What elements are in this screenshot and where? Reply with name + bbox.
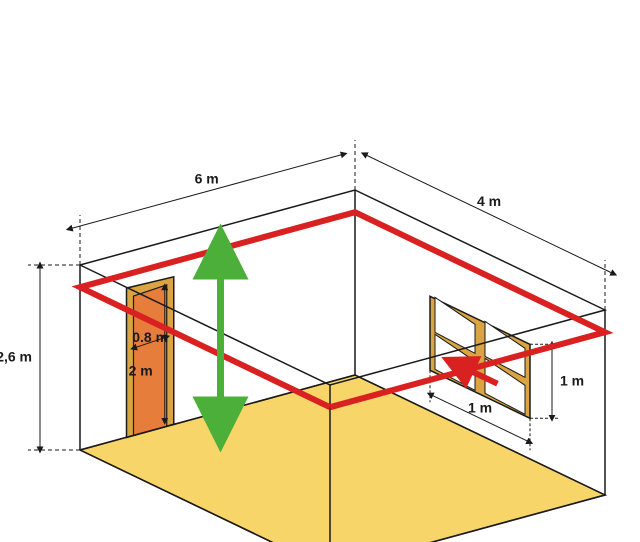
door-panel — [134, 285, 167, 436]
height-label: 2,6 m — [0, 349, 32, 365]
window-height-label: 1 m — [560, 372, 584, 388]
door-height-label: 2 m — [129, 362, 153, 378]
width-label: 4 m — [477, 193, 501, 209]
window-width-label: 1 m — [468, 399, 492, 415]
length-label: 6 m — [195, 171, 219, 187]
room-diagram: 0.8 m 2 m 1 m 1 m 6 m 4 m 2,6 m — [0, 0, 640, 542]
door-width-label: 0.8 m — [132, 329, 168, 345]
